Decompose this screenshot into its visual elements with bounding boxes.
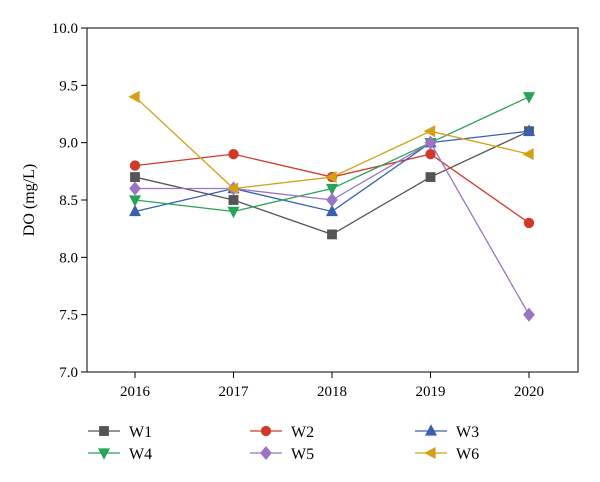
data-point-w6-2017 xyxy=(226,182,239,195)
y-tick-label: 9.5 xyxy=(59,78,78,94)
data-point-w3-2016 xyxy=(128,204,142,217)
legend-label-w1: W1 xyxy=(129,424,152,441)
y-tick-label: 8.0 xyxy=(59,250,78,266)
data-point-w2-2019 xyxy=(425,148,436,160)
x-tick-label: 2016 xyxy=(120,384,151,400)
x-tick-label: 2019 xyxy=(416,384,446,400)
y-axis-label: DO (mg/L) xyxy=(21,164,38,236)
legend-label-w2: W2 xyxy=(291,424,314,441)
data-point-w2-2020 xyxy=(523,217,535,229)
data-point-w5-2020 xyxy=(523,307,535,322)
x-tick-label: 2020 xyxy=(514,384,544,400)
y-tick-label: 9.0 xyxy=(59,136,78,152)
series-line-w5 xyxy=(135,141,530,315)
y-tick-label: 7.0 xyxy=(59,365,78,381)
y-tick-label: 7.5 xyxy=(59,308,78,324)
data-point-w3-2018 xyxy=(325,204,339,217)
data-point-w4-2017 xyxy=(227,206,240,219)
data-point-w5-2019 xyxy=(424,135,437,150)
legend-label-w4: W4 xyxy=(129,446,152,463)
y-tick-label: 10.0 xyxy=(52,21,78,37)
data-point-w1-2018 xyxy=(327,229,337,240)
data-point-w4-2018 xyxy=(325,183,339,196)
data-point-w2-2016 xyxy=(129,160,141,171)
legend-label-w6: W6 xyxy=(456,446,479,463)
data-point-w4-2020 xyxy=(522,92,536,104)
legend-marker-w6 xyxy=(424,446,436,460)
legend-marker-w2 xyxy=(260,425,272,437)
data-point-w2-2017 xyxy=(228,148,239,160)
data-point-w4-2016 xyxy=(128,195,142,207)
data-point-w6-2020 xyxy=(522,148,534,161)
y-tick-label: 8.5 xyxy=(59,193,78,209)
data-point-w5-2016 xyxy=(129,181,141,196)
data-point-w1-2016 xyxy=(130,172,140,182)
legend-label-w3: W3 xyxy=(456,424,479,441)
data-point-w3-2020 xyxy=(522,124,536,136)
data-point-w5-2018 xyxy=(326,192,338,208)
data-point-w6-2019 xyxy=(423,125,436,138)
legend-label-w5: W5 xyxy=(291,446,314,463)
data-point-w1-2017 xyxy=(228,195,239,205)
x-tick-label: 2017 xyxy=(219,384,250,400)
legend-marker-w3 xyxy=(424,424,438,436)
x-tick-label: 2018 xyxy=(317,384,347,400)
data-point-w6-2016 xyxy=(128,90,140,103)
legend-marker-w1 xyxy=(99,426,109,436)
series-line-w1 xyxy=(134,130,530,236)
legend-marker-w4 xyxy=(97,448,111,460)
data-point-w1-2019 xyxy=(425,172,436,182)
data-point-w6-2018 xyxy=(325,171,337,184)
legend-marker-w5 xyxy=(260,445,272,461)
